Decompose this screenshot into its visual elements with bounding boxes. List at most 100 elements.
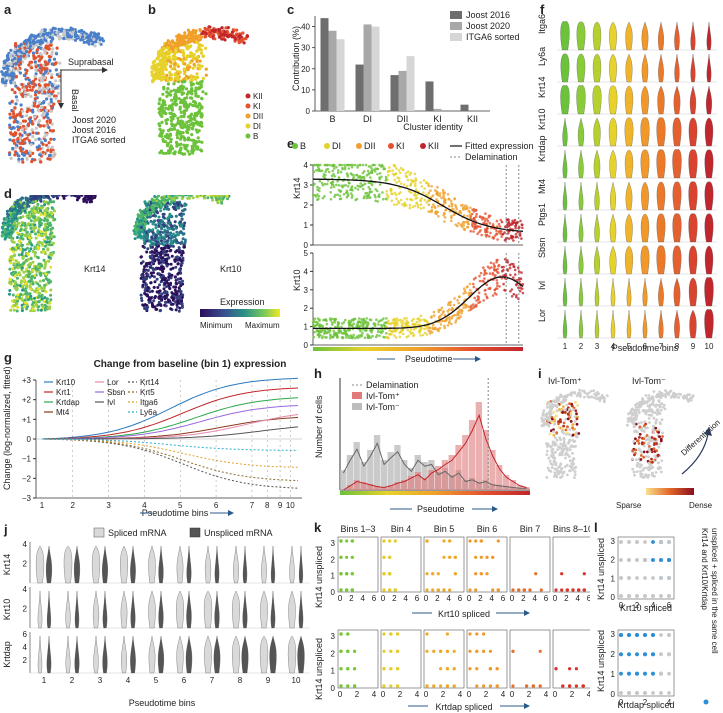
c-ytick-label: 10 bbox=[301, 86, 310, 95]
g-xtick-label: 7 bbox=[250, 501, 255, 510]
f-gene-Lor: Lor bbox=[537, 309, 547, 322]
f-violin-Ptgs1-4 bbox=[609, 213, 617, 243]
g-xtick-label: 8 bbox=[265, 501, 270, 510]
f-violin-Ivl-7 bbox=[658, 277, 664, 307]
j-ytick-label: 4 bbox=[23, 585, 28, 594]
k-ytick-label: 2 bbox=[331, 555, 336, 564]
k-panel-top-1 bbox=[380, 536, 422, 593]
j-bin-label: 10 bbox=[292, 676, 301, 685]
j-violin bbox=[298, 590, 304, 629]
basal-label: Basal bbox=[70, 89, 80, 112]
k-xtick-label: 0 bbox=[424, 690, 429, 699]
f-violin-Lor-5 bbox=[626, 309, 632, 339]
f-violin-Mt4-8 bbox=[672, 181, 682, 211]
k-xtick-label: 0 bbox=[467, 690, 472, 699]
f-violin-Itga6-4 bbox=[609, 21, 617, 51]
f-violin-Ly6a-10 bbox=[706, 53, 712, 83]
umap-krt10-label: Krt10 bbox=[220, 264, 242, 274]
f-violin-Ptgs1-2 bbox=[578, 213, 584, 243]
h-bar-neg bbox=[380, 460, 387, 490]
c-bar-DII-0 bbox=[390, 75, 399, 111]
f-violin-Krt14-3 bbox=[592, 85, 602, 115]
g-line-Krt5 bbox=[41, 438, 299, 482]
h-bar-pos bbox=[428, 470, 435, 490]
j-gene-Krt10: Krt10 bbox=[2, 599, 12, 621]
panel-k-scatter-grid: Krt14 unspliced Krt14 unspliced Krt10 sp… bbox=[314, 524, 590, 712]
l-ytick-label: 1 bbox=[611, 574, 616, 583]
k-panel-bottom-3 bbox=[466, 629, 508, 689]
c-xtick-label: KI bbox=[433, 114, 442, 124]
c-legend-2: ITGA6 sorted bbox=[466, 32, 520, 42]
panel-label-j: j bbox=[4, 522, 8, 537]
j-bin-label: 9 bbox=[266, 676, 271, 685]
k-xtick-label: 2 bbox=[570, 690, 575, 699]
f-violin-Mt4-1 bbox=[562, 181, 568, 211]
j-bin-label: 6 bbox=[182, 676, 187, 685]
f-violin-Sbsn-1 bbox=[562, 245, 568, 275]
k-panel-bottom-2 bbox=[423, 629, 465, 689]
suprabasal-label: Suprabasal bbox=[68, 57, 114, 67]
j-legend-unspliced-swatch bbox=[189, 527, 201, 538]
f-violin-Ptgs1-6 bbox=[640, 213, 650, 243]
h-arrow-head bbox=[492, 506, 498, 512]
k-xtick-label: 4 bbox=[415, 690, 420, 699]
g-legend-Krtdap: Krtdap bbox=[56, 398, 80, 407]
f-violin-Krt10-8 bbox=[672, 117, 682, 147]
k-ytick-label: 1 bbox=[331, 667, 336, 676]
k-ytick-label: 0 bbox=[331, 684, 336, 693]
g-xtick-label: 1 bbox=[40, 501, 45, 510]
g-legend-Krt14: Krt14 bbox=[140, 378, 160, 387]
h-bar-pos bbox=[380, 487, 387, 490]
g-legend-Mt4: Mt4 bbox=[56, 408, 70, 417]
f-bin-label: 2 bbox=[579, 342, 584, 351]
k-xtick-label: 2 bbox=[484, 690, 489, 699]
e-fit-legend: Fitted expression bbox=[465, 141, 534, 151]
f-violin-Ptgs1-9 bbox=[688, 213, 698, 243]
g-line-Krt14 bbox=[41, 438, 299, 489]
f-gene-Itga6: Itga6 bbox=[537, 14, 547, 34]
g-line-Itga6 bbox=[41, 438, 299, 468]
j-violin bbox=[130, 635, 136, 674]
k-arrow-top-head bbox=[524, 610, 530, 616]
e-ylabel-top: Krt14 bbox=[292, 177, 302, 199]
legend-b-dot bbox=[245, 93, 251, 99]
j-violin bbox=[259, 635, 269, 674]
g-ytick-label: +1 bbox=[22, 415, 32, 424]
h-bar-pos bbox=[516, 485, 523, 490]
j-violin bbox=[269, 635, 277, 674]
f-violin-Krt14-2 bbox=[576, 85, 586, 115]
f-bin-label: 7 bbox=[659, 342, 664, 351]
c-legend-0: Joost 2016 bbox=[466, 10, 510, 20]
f-violin-Sbsn-7 bbox=[656, 245, 666, 275]
c-ylabel: Contribution (%) bbox=[291, 26, 301, 91]
h-bar-pos bbox=[394, 482, 401, 490]
l-xtick-label: 4 bbox=[667, 698, 672, 707]
j-violin bbox=[65, 635, 71, 674]
k-col-title-3: Bin 6 bbox=[477, 524, 498, 534]
g-title: Change from baseline (bin 1) expression bbox=[94, 359, 287, 370]
f-violin-Ly6a-3 bbox=[592, 53, 602, 83]
f-violin-Lor-9 bbox=[689, 309, 697, 339]
h-bar-pos bbox=[462, 435, 469, 490]
l-xtick-label: 0 bbox=[619, 698, 624, 707]
differentiation-arrow-head bbox=[704, 427, 712, 436]
f-violin-Mt4-6 bbox=[641, 181, 649, 211]
l-side-legend-dot bbox=[703, 699, 709, 705]
j-violin bbox=[74, 635, 80, 674]
f-violin-Sbsn-6 bbox=[640, 245, 650, 275]
panel-i-umaps: Ivl-Tom⁺ Ivl-Tom⁻ Differentiation Sparse… bbox=[540, 376, 722, 510]
e-legend-KI: KI bbox=[396, 141, 405, 151]
k-xtick-label: 2 bbox=[527, 690, 532, 699]
sparse-label: Sparse bbox=[616, 501, 642, 510]
g-xtick-label: 2 bbox=[70, 501, 75, 510]
umap-krt14-label: Krt14 bbox=[84, 264, 106, 274]
f-violin-Krt14-8 bbox=[673, 85, 681, 115]
f-violin-Itga6-6 bbox=[641, 21, 649, 51]
h-bar-neg bbox=[367, 450, 374, 490]
j-violin bbox=[241, 635, 249, 674]
ivl-tom-neg-title: Ivl-Tom⁻ bbox=[632, 376, 666, 386]
j-violin bbox=[148, 590, 156, 629]
k-xlabel-top: Krt10 spliced bbox=[438, 609, 490, 619]
